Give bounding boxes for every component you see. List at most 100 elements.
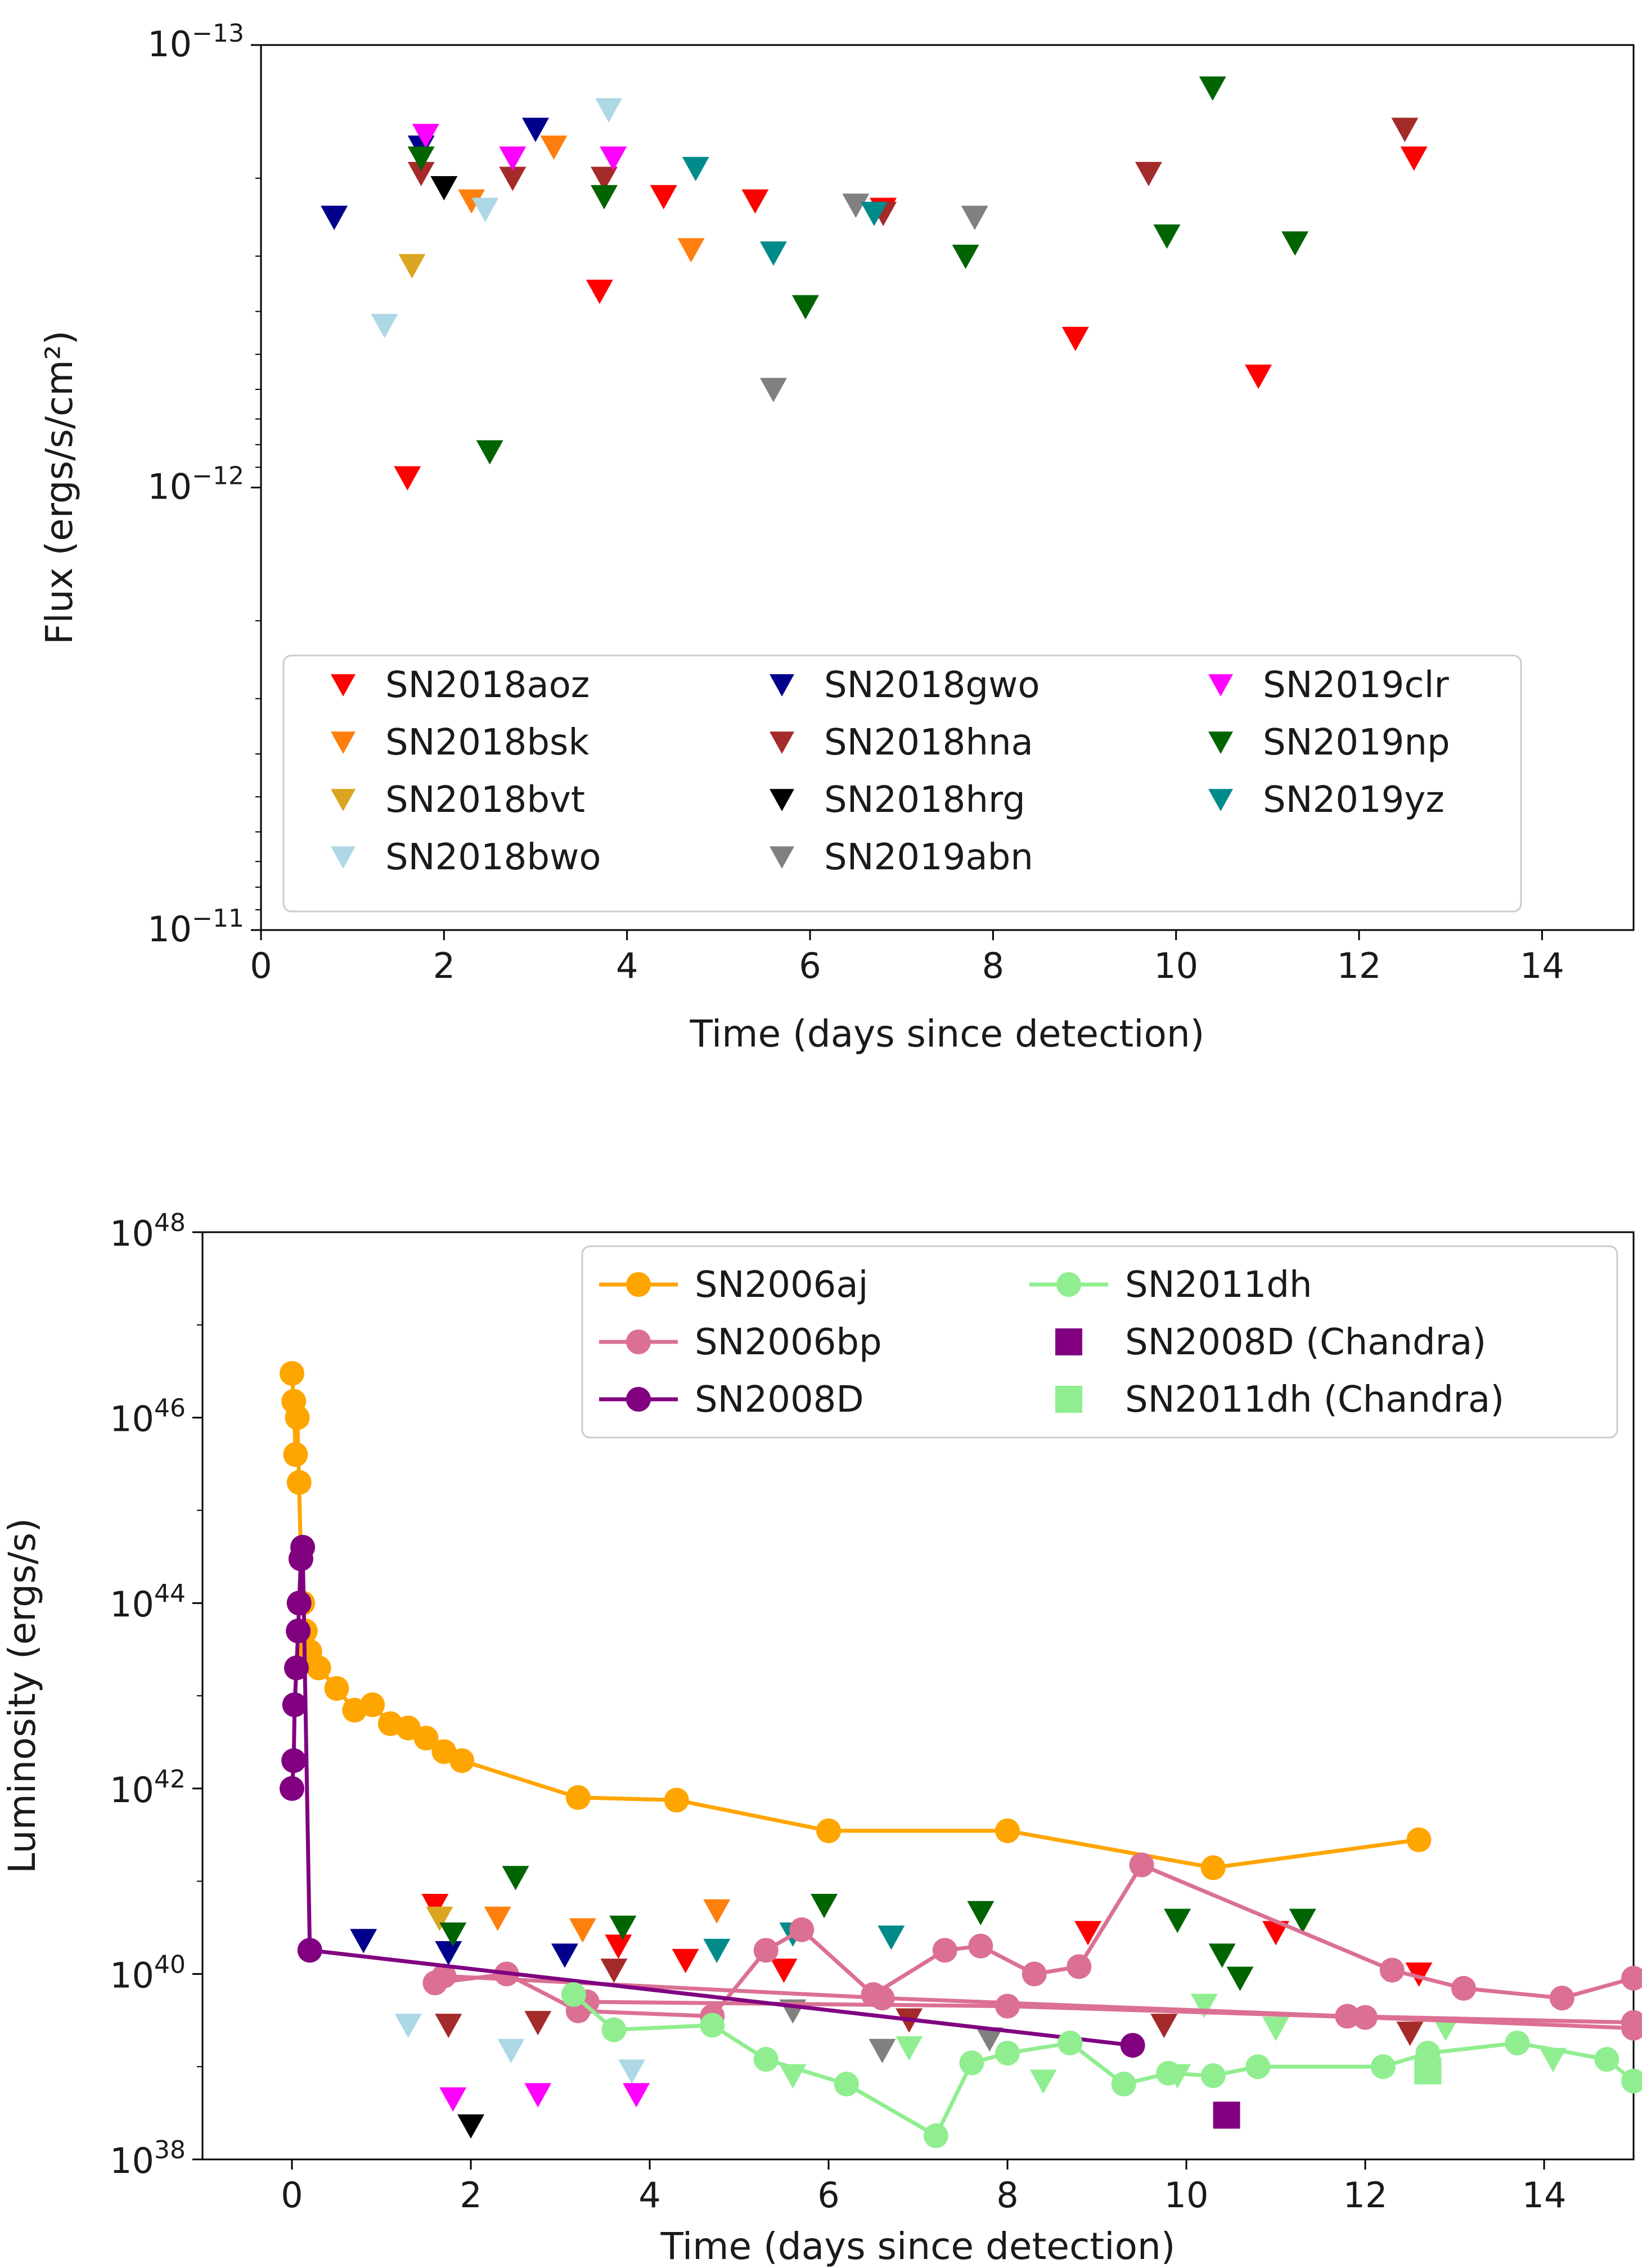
upper-limit-marker <box>623 2083 650 2108</box>
sn2006bp-point <box>968 1933 993 1959</box>
sn2019yz-point <box>860 201 888 226</box>
sn2019clr-point <box>499 146 527 171</box>
sn2018bvt-point <box>398 254 426 279</box>
upper-limit-marker <box>435 2014 462 2038</box>
sn2018aoz-legend-marker <box>331 674 356 697</box>
sn2019clr-legend-label: SN2019clr <box>1263 664 1449 706</box>
sn2006aj-point <box>283 1442 308 1467</box>
sn2008d-point <box>297 1938 322 1963</box>
sn2011dh-point <box>1111 2072 1136 2097</box>
sn2018hrg-legend-label: SN2018hrg <box>824 779 1025 821</box>
upper-limit-marker <box>869 2038 896 2063</box>
sn2011dh-point <box>959 2050 984 2076</box>
upper-limit-marker <box>770 1959 798 1983</box>
sn2008d-line <box>290 1545 1133 2047</box>
upper-limit-marker <box>1405 1962 1433 1987</box>
flux-chart: 0 2 4 6 8 10 12 14 10−13 10−12 10−11 Time (days si… <box>38 19 1635 1056</box>
x-tick-label: 6 <box>817 2175 839 2216</box>
upper-limit-marker <box>1539 2047 1567 2072</box>
sn2019np-point <box>791 295 819 320</box>
sn2011dh-point <box>1156 2060 1181 2086</box>
sn2008d-point <box>286 1618 311 1643</box>
sn2011dh-point <box>1594 2047 1619 2072</box>
sn2018hna-point <box>407 161 435 186</box>
sn2019clr-point <box>600 146 627 171</box>
upper-limit-marker <box>609 1915 637 1940</box>
upper-limit-marker <box>703 1938 731 1964</box>
sn2011dh-point <box>753 2047 779 2072</box>
sn2018bvt-legend-label: SN2018bvt <box>385 779 585 821</box>
x-tick-label: 4 <box>638 2175 660 2216</box>
sn2019np-legend-marker <box>1208 731 1233 754</box>
sn2008d-point <box>281 1748 307 1773</box>
sn2011dh-point <box>1058 2031 1083 2056</box>
upper-limit-marker <box>426 1906 453 1931</box>
x-tick-label: 10 <box>1164 2175 1209 2216</box>
sn2018bwo-legend-label: SN2018bwo <box>385 837 601 878</box>
sn2006bp-point <box>1022 1961 1047 1987</box>
upper-limit-marker <box>672 1948 699 1974</box>
sn2006bp-point <box>1353 2005 1378 2030</box>
sn2018hna-point <box>499 167 527 191</box>
sn2006aj-point <box>324 1676 349 1701</box>
sn2018bwo-point <box>371 313 398 339</box>
upper-limit-marker <box>618 2059 646 2084</box>
sn2011dh-point <box>834 2072 859 2097</box>
sn2006aj-point <box>360 1692 385 1717</box>
x-tick-label: 8 <box>982 945 1004 986</box>
sn2019yz-legend-label: SN2019yz <box>1263 779 1445 821</box>
y-tick-label: 10−13 <box>147 19 244 65</box>
x-tick-label: 0 <box>281 2175 303 2216</box>
sn2018bwo-point <box>471 197 499 222</box>
upper-limit-marker <box>1150 2014 1178 2038</box>
sn2018gwo-point <box>522 118 549 142</box>
sn2006aj-legend-label: SN2006aj <box>695 1264 868 1306</box>
upper-limit-marker <box>484 1906 511 1931</box>
sn2006aj-point <box>995 1818 1020 1843</box>
sn2018bsk-legend-marker <box>331 731 356 754</box>
upper-limit-marker <box>1164 1908 1191 1933</box>
upper-limit-marker <box>524 2011 552 2036</box>
sn2018bwo-point <box>595 98 623 123</box>
sn2018hna-point <box>591 167 618 191</box>
y-tick-label: 1038 <box>110 2136 186 2181</box>
upper-limit-marker <box>1226 1966 1254 1991</box>
sn2008d-point <box>284 1655 309 1681</box>
sn2006bp-point <box>753 1938 779 1963</box>
sn2018bsk-point <box>458 189 485 214</box>
sn2006aj-point <box>664 1788 689 1813</box>
sn2006bp-line <box>434 1863 1634 2018</box>
upper-limit-marker <box>1396 2022 1424 2046</box>
sn2018bvt-legend-marker <box>331 789 356 811</box>
flux-y-axis-label: Flux (ergs/s/cm²) <box>38 330 81 644</box>
sn2011dh-chandra-legend-label: SN2011dh (Chandra) <box>1125 1379 1504 1421</box>
sn2019abn-point <box>759 378 787 402</box>
y-tick-label: 1048 <box>110 1209 186 1254</box>
sn2006aj-point <box>286 1470 312 1495</box>
sn2019abn-point <box>842 194 870 218</box>
sn2011dh-chandra-legend-marker <box>1055 1386 1082 1413</box>
sn2011dh-point <box>561 1982 586 2007</box>
x-tick-label: 12 <box>1343 2175 1388 2216</box>
upper-limit-marker <box>1190 1993 1218 2018</box>
upper-limit-marker <box>811 1893 838 1919</box>
x-tick-label: 14 <box>1522 2175 1567 2216</box>
upper-limit-marker <box>1074 1921 1102 1946</box>
upper-limit-marker <box>600 1959 628 1983</box>
sn2018bsk-point <box>677 238 705 263</box>
sn2006bp-point <box>1621 2015 1642 2041</box>
sn2006bp-point <box>1549 1986 1574 2011</box>
sn2018bsk-point <box>540 135 568 160</box>
sn2006bp-point <box>1621 1965 1642 1991</box>
y-tick-label: 1040 <box>110 1950 186 1996</box>
upper-limit-marker <box>703 1899 731 1924</box>
sn2011dh-line <box>572 1993 1635 2138</box>
sn2006bp-point <box>1451 1975 1476 2001</box>
sn2018aoz-point <box>1400 146 1428 171</box>
sn2006aj-point <box>285 1405 310 1430</box>
sn2018aoz-point <box>650 185 677 210</box>
flux-x-axis-label: Time (days since detection) <box>690 1012 1205 1056</box>
sn2018hna-point <box>1391 118 1419 142</box>
sn2018aoz-point <box>1245 365 1272 389</box>
sn2008d-point <box>290 1534 316 1560</box>
